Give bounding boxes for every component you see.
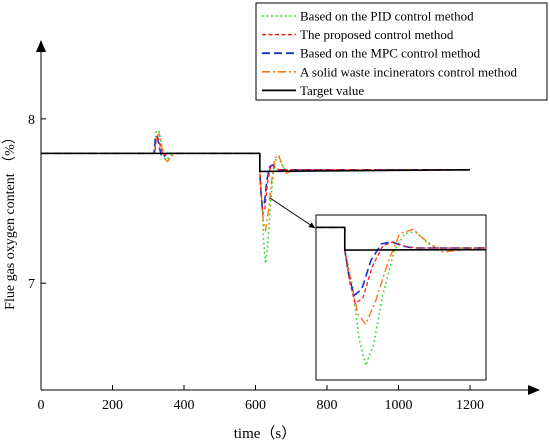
x-ticks: 0 200 400 600 800 1000 1200 bbox=[38, 385, 484, 413]
x-tick-label: 600 bbox=[245, 398, 266, 413]
y-axis-label: Flue gas oxygen content （%） bbox=[2, 130, 18, 310]
y-tick-label: 8 bbox=[28, 113, 35, 128]
inset-pointer-arrow bbox=[269, 197, 316, 229]
series-line-4 bbox=[41, 152, 471, 173]
legend-label: Target value bbox=[300, 83, 364, 98]
y-tick-label: 7 bbox=[28, 277, 35, 292]
x-tick-label: 1200 bbox=[456, 398, 484, 413]
legend-frame bbox=[255, 2, 548, 101]
series-line-2 bbox=[41, 134, 470, 209]
legend-label: Based on the PID control method bbox=[300, 9, 474, 24]
legend: Based on the PID control method The propo… bbox=[255, 2, 548, 101]
legend-label: Based on the MPC control method bbox=[300, 46, 481, 61]
inset-series-line-4 bbox=[316, 226, 486, 251]
x-tick-label: 800 bbox=[317, 398, 338, 413]
series-line-3 bbox=[41, 132, 470, 232]
y-axis-arrow-icon bbox=[36, 40, 46, 52]
x-axis-arrow-icon bbox=[528, 385, 540, 395]
legend-label: The proposed control method bbox=[300, 27, 454, 42]
x-tick-label: 1000 bbox=[385, 398, 413, 413]
legend-items: Based on the PID control method The propo… bbox=[262, 9, 517, 98]
series-layer bbox=[41, 129, 471, 265]
x-tick-label: 0 bbox=[38, 398, 45, 413]
x-tick-label: 200 bbox=[102, 398, 123, 413]
x-tick-label: 400 bbox=[174, 398, 195, 413]
axes bbox=[36, 40, 540, 395]
y-ticks: 78 bbox=[28, 113, 46, 292]
x-axis-label: time（s） bbox=[234, 425, 297, 442]
inset-layer bbox=[316, 226, 486, 367]
legend-label: A solid waste incinerators control metho… bbox=[300, 64, 517, 79]
series-line-1 bbox=[41, 136, 470, 215]
